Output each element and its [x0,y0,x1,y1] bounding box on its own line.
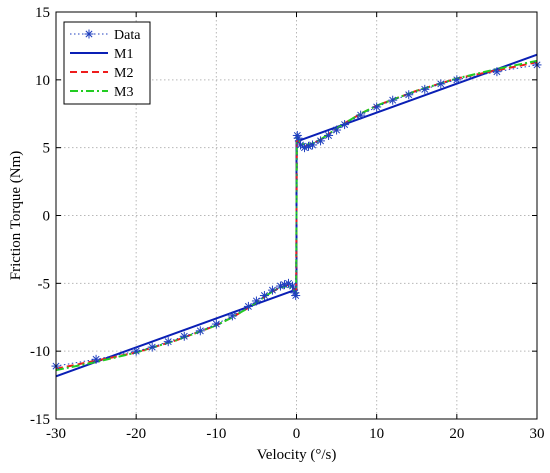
star-stroke [317,137,325,145]
star-stroke [493,68,501,76]
legend-label-m1: M1 [114,47,133,62]
star-stroke [297,141,305,149]
star-stroke [453,76,461,84]
data-point-star [84,29,94,39]
data-point-star [436,79,446,89]
x-axis-title: Velocity (°/s) [257,447,337,463]
series-line-data [55,64,538,367]
star-stroke [148,343,156,351]
data-point-star [179,331,189,341]
data-point-star [420,84,430,94]
x-tick-label: -20 [126,426,146,442]
data-point-star [372,102,382,112]
star-stroke [421,85,429,93]
star-stroke [437,80,445,88]
data-point-star [267,285,277,295]
star-stroke [357,111,365,119]
star-stroke [92,355,100,363]
legend-label-m3: M3 [114,85,133,100]
data-point-star [492,67,502,77]
data-point-star [404,90,414,100]
star-stroke [85,30,93,38]
star-stroke [292,292,300,300]
star-stroke [301,144,309,152]
data-point-star [147,342,157,352]
tick-layer: -30 -20 -10 0 10 20 30 15 10 5 0 -5 -10 -15 [30,5,545,442]
x-tick-label: 20 [449,426,464,442]
x-tick-label: 30 [530,426,545,442]
y-tick-label: 0 [43,209,51,225]
y-tick-label: 15 [35,5,50,21]
data-point-star [195,326,205,336]
star-stroke [325,131,333,139]
data-point-star [304,141,314,151]
star-stroke [284,279,292,287]
star-stroke [333,126,341,134]
y-tick-label: -10 [30,344,50,360]
data-point-star [452,75,462,85]
data-point-star [279,280,289,290]
star-stroke [293,131,301,139]
star-stroke [260,292,268,300]
data-point-star [131,346,141,356]
star-stroke [280,281,288,289]
data-point-star [251,296,261,306]
data-point-star [332,125,342,135]
x-tick-label: 10 [369,426,384,442]
star-stroke [212,320,220,328]
star-stroke [341,121,349,129]
data-point-star [211,319,221,329]
data-point-star [291,291,301,301]
data-point-star [388,95,398,105]
star-stroke [196,327,204,335]
star-stroke [244,302,252,310]
star-stroke [164,338,172,346]
star-stroke [268,286,276,294]
y-axis-title: Friction Torque (Nm) [8,151,24,281]
data-point-star [356,110,366,120]
star-stroke [389,96,397,104]
star-stroke [309,141,317,149]
data-point-star [243,301,253,311]
y-tick-label: -5 [38,276,51,292]
star-stroke [276,282,284,290]
y-tick-label: 10 [35,73,50,89]
star-stroke [291,289,299,297]
legend: Data M1 M2 M3 [63,21,151,105]
data-point-star [227,311,237,321]
data-point-star [316,136,326,146]
data-point-star [163,337,173,347]
series-layer [51,53,542,378]
x-tick-label: 0 [293,426,301,442]
y-tick-label: 5 [43,141,51,157]
star-stroke [288,282,296,290]
data-point-star [259,291,269,301]
legend-label-data: Data [114,28,141,43]
star-stroke [405,91,413,99]
star-stroke [373,103,381,111]
star-stroke [132,347,140,355]
data-point-star [308,140,318,150]
star-stroke [294,134,302,142]
data-point-star [287,281,297,291]
star-stroke [180,332,188,340]
star-stroke [305,142,313,150]
data-point-star [324,130,334,140]
y-tick-label: -15 [30,412,50,428]
x-tick-label: -30 [46,426,66,442]
data-point-star [91,354,101,364]
legend-label-m2: M2 [114,66,133,81]
x-tick-label: -10 [206,426,226,442]
data-point-star [340,120,350,130]
star-stroke [228,312,236,320]
data-point-star [293,133,303,143]
star-stroke [252,297,260,305]
